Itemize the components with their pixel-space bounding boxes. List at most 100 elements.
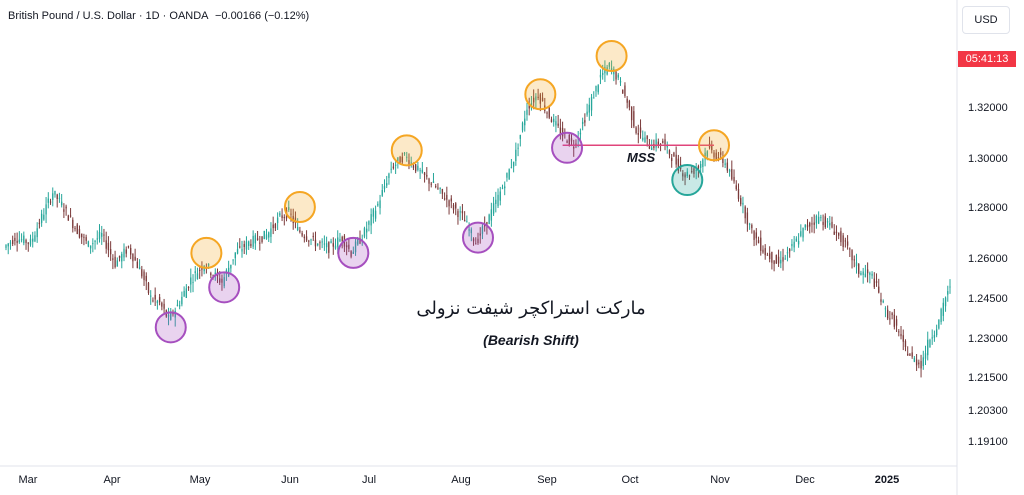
candle-body xyxy=(236,249,239,254)
candle-body xyxy=(512,161,515,167)
candle-body xyxy=(103,234,105,236)
caption-box: مارکت استراکچر شیفت نزولی (Bearish Shift… xyxy=(404,290,658,364)
candle-body xyxy=(499,191,501,201)
candle-body xyxy=(43,214,45,220)
candle-body xyxy=(392,166,395,169)
candle-body xyxy=(150,295,152,297)
candle-body xyxy=(323,243,326,245)
candle-body xyxy=(63,209,65,212)
swing-high-marker xyxy=(390,134,423,167)
candle-body xyxy=(279,213,281,216)
candle-body xyxy=(337,237,339,247)
candle-body xyxy=(130,247,132,255)
candle-body xyxy=(724,163,726,165)
candle-body xyxy=(394,164,397,166)
symbol-line: British Pound / U.S. Dollar · 1D · OANDA xyxy=(8,10,208,22)
candle-body xyxy=(276,217,279,224)
candle-body xyxy=(112,258,114,260)
candle-body xyxy=(722,156,724,164)
candle-body xyxy=(947,291,949,295)
candle-body xyxy=(328,242,330,253)
mss-label: MSS xyxy=(627,150,656,165)
candle-body xyxy=(187,286,190,289)
candle-body xyxy=(753,231,755,240)
candle-body xyxy=(138,267,141,270)
candle-body xyxy=(432,181,435,183)
candle-body xyxy=(158,297,161,303)
candle-body xyxy=(733,176,735,182)
candle-body xyxy=(668,150,671,155)
candle-body xyxy=(457,211,459,218)
price-axis[interactable]: 1.32000 1.30000 1.28000 1.26000 1.24500 1.230… xyxy=(968,102,1008,448)
candle-body xyxy=(136,261,139,269)
candle-body xyxy=(817,216,820,224)
candle-body xyxy=(626,98,628,103)
candle-body xyxy=(510,167,513,169)
candle-body xyxy=(381,189,383,196)
candle-body xyxy=(272,224,274,229)
candle-body xyxy=(911,352,913,357)
candle-body xyxy=(550,119,553,123)
candle-body xyxy=(666,144,668,148)
candle-body xyxy=(368,221,370,225)
candle-body xyxy=(891,313,893,316)
candle-body xyxy=(615,71,617,80)
candle-body xyxy=(330,241,332,243)
candle-body xyxy=(81,233,83,238)
candle-body xyxy=(477,238,479,244)
candle-body xyxy=(9,242,12,244)
price-tick-label: 1.20300 xyxy=(968,405,1008,417)
candle-body xyxy=(624,85,626,96)
time-tick-label: Sep xyxy=(537,474,557,486)
candle-body xyxy=(764,248,766,256)
candle-body xyxy=(259,242,261,244)
candle-body xyxy=(134,256,136,261)
candle-body xyxy=(789,249,791,252)
candle-body xyxy=(931,337,933,339)
price-tick-label: 1.19100 xyxy=(968,436,1008,448)
candle-body xyxy=(826,221,829,223)
candle-body xyxy=(428,178,430,184)
candle-body xyxy=(595,85,597,92)
candle-body xyxy=(36,228,38,238)
candle-body xyxy=(791,244,793,247)
candle-body xyxy=(940,309,942,322)
candle-body xyxy=(265,234,268,239)
candle-body xyxy=(299,230,301,233)
candle-body xyxy=(628,100,631,108)
time-axis[interactable]: Mar Apr May Jun Jul Aug Sep Oct Nov Dec 2025 xyxy=(19,474,900,486)
price-tick-label: 1.26000 xyxy=(968,253,1008,265)
candle-body xyxy=(922,357,924,367)
candle-body xyxy=(87,241,90,247)
candle-body xyxy=(555,121,557,126)
candle-body xyxy=(354,241,357,253)
candle-body xyxy=(479,233,481,236)
candle-body xyxy=(561,127,564,137)
candle-body xyxy=(446,194,448,200)
candle-body xyxy=(728,169,731,172)
candle-body xyxy=(833,231,835,235)
markers-layer xyxy=(154,40,730,344)
candle-body xyxy=(878,286,880,293)
candle-body xyxy=(553,118,555,123)
candle-body xyxy=(16,240,18,243)
candle-body xyxy=(92,243,94,245)
swing-low-marker xyxy=(154,311,187,344)
candle-body xyxy=(241,248,243,252)
candle-body xyxy=(176,304,179,306)
candle-body xyxy=(766,254,769,256)
candle-body xyxy=(52,193,54,200)
candle-body xyxy=(18,239,21,243)
candle-body xyxy=(399,156,401,163)
candle-body xyxy=(372,209,375,217)
candle-body xyxy=(174,310,176,318)
candle-body xyxy=(403,152,406,154)
time-tick-label: May xyxy=(190,474,211,486)
candle-body xyxy=(586,111,588,115)
currency-button[interactable]: USD xyxy=(962,6,1010,34)
candle-body xyxy=(924,353,927,359)
candle-body xyxy=(780,259,782,264)
candle-body xyxy=(116,260,118,267)
